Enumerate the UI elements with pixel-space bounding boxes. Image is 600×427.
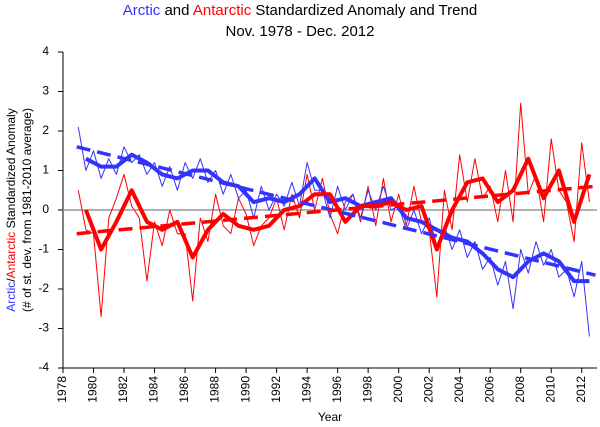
series-line: [77, 102, 590, 318]
y-tick-label: 3: [42, 84, 49, 98]
series-line: [77, 127, 590, 337]
text-part: Standardized Anomaly and Trend: [251, 2, 477, 19]
chart-title: Arctic and Antarctic Standardized Anomal…: [123, 2, 477, 19]
x-tick-label: 1992: [269, 376, 283, 403]
x-tick-label: 2000: [391, 376, 405, 403]
x-tick-label: 1980: [86, 376, 100, 403]
y-tick-label: -4: [38, 360, 49, 374]
x-tick-label: 1990: [238, 376, 252, 403]
x-tick-label: 2008: [513, 376, 527, 403]
y-tick-label: 4: [42, 44, 49, 58]
series-line: [84, 152, 590, 284]
x-tick-label: 1998: [360, 376, 374, 403]
x-tick-label: 1994: [299, 376, 313, 403]
x-tick-label: 1982: [116, 376, 130, 403]
text-part: Arctic: [123, 2, 161, 19]
x-axis-label: Year: [318, 410, 342, 424]
y-tick-label: -3: [38, 321, 49, 335]
chart-subtitle: Nov. 1978 - Dec. 2012: [226, 23, 375, 40]
x-tick-label: 1988: [208, 376, 222, 403]
x-tick-label: 2010: [543, 376, 557, 403]
series-line: [76, 184, 596, 236]
text-part: Antarctic: [4, 232, 18, 279]
text-part: /: [4, 278, 18, 282]
text-part: and: [160, 2, 193, 19]
x-tick-label: 1984: [147, 376, 161, 403]
y-tick-label: 1: [42, 163, 49, 177]
x-tick-label: 1996: [330, 376, 344, 403]
y-tick-label: -2: [38, 281, 49, 295]
x-tick-label: 1986: [177, 376, 191, 403]
x-tick-label: 2006: [482, 376, 496, 403]
y-axis-label: Arctic/Antarctic Standardized Anomaly: [4, 108, 18, 311]
y-tick-label: -1: [38, 242, 49, 256]
text-part: Arctic: [4, 282, 18, 312]
y-tick-label: 2: [42, 123, 49, 137]
x-tick-label: 1978: [55, 376, 69, 403]
y-axis-label-2: (# of st. dev. from 1981-2010 average): [20, 108, 34, 312]
x-tick-label: 2004: [452, 376, 466, 403]
x-tick-label: 2002: [421, 376, 435, 403]
text-part: Antarctic: [193, 2, 252, 19]
text-part: Standardized Anomaly: [4, 108, 18, 231]
y-tick-label: 0: [42, 202, 49, 216]
x-tick-label: 2012: [574, 376, 588, 403]
series-line: [76, 145, 596, 277]
